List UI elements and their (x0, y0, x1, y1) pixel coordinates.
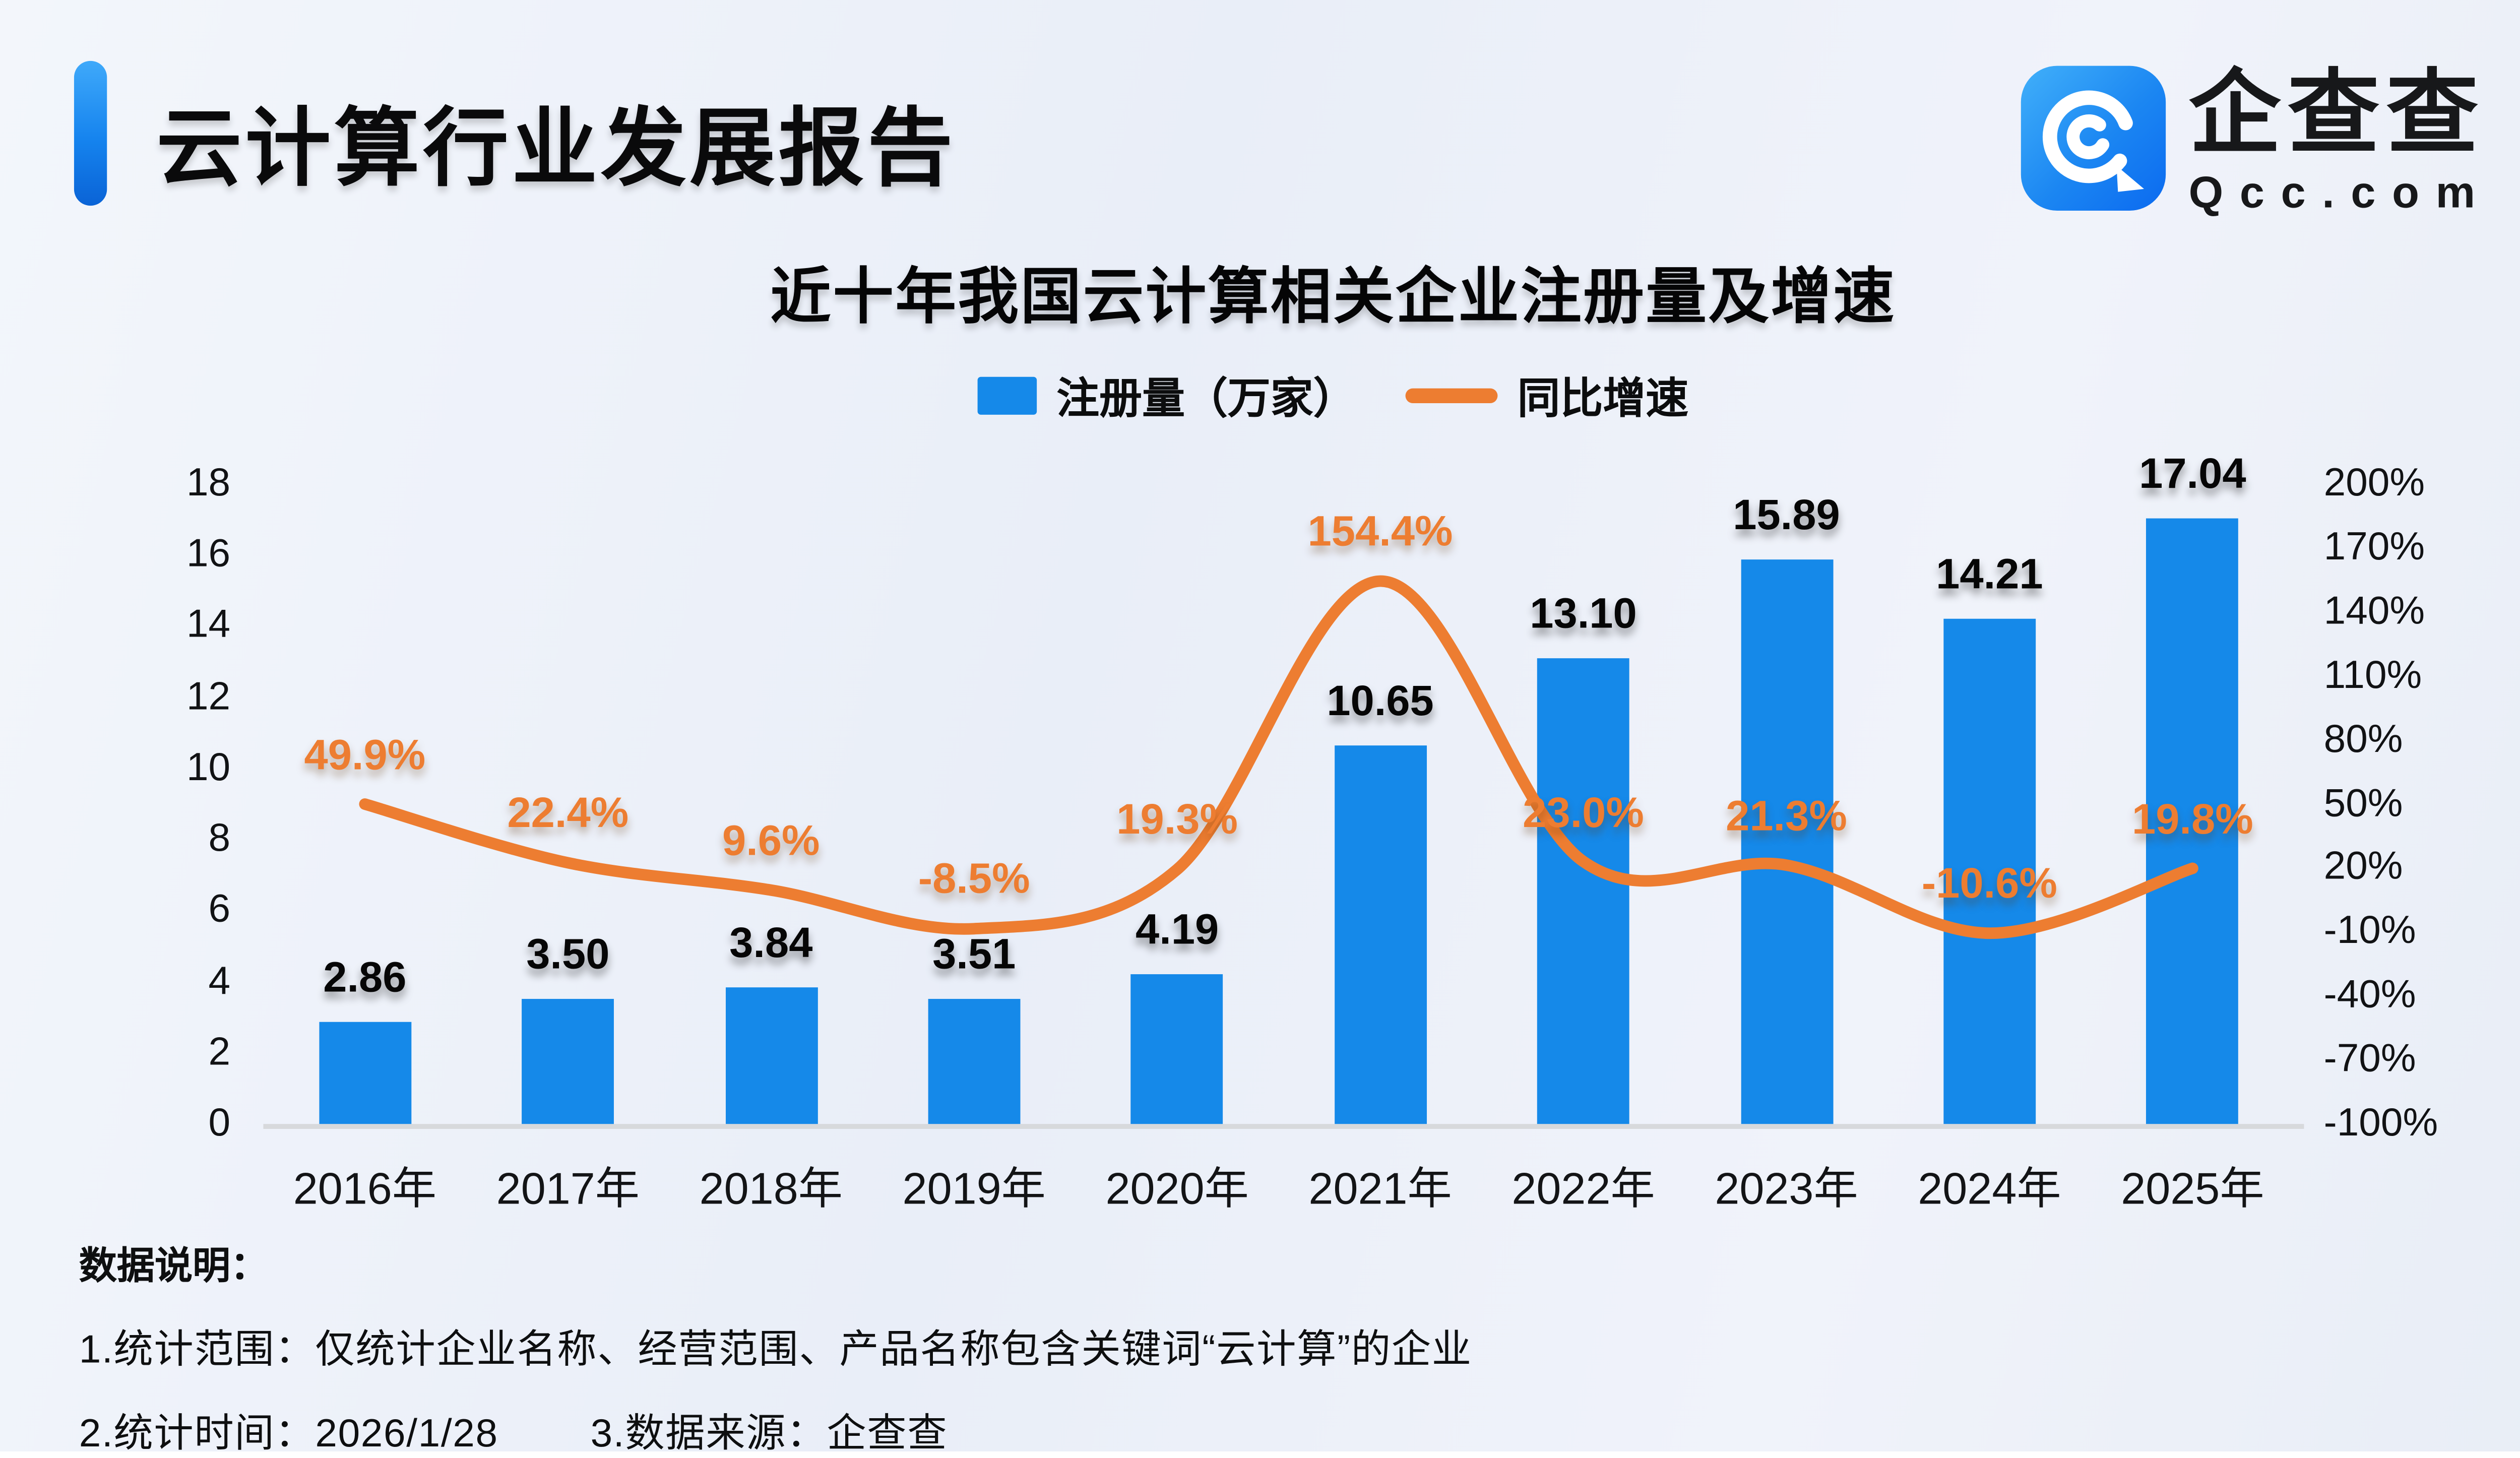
bar-value-label: 13.10 (1530, 588, 1637, 638)
legend-item-growth: 同比增速 (1405, 365, 1689, 426)
left-axis-tick: 0 (208, 1101, 231, 1146)
left-axis-tick: 10 (186, 745, 231, 790)
note-scope: 1.统计范围：仅统计企业名称、经营范围、产品名称包含关键词“云计算”的企业 (79, 1328, 1472, 1373)
bar-2021年 (1334, 745, 1427, 1124)
bar-value-label: 3.51 (932, 929, 1016, 979)
right-axis-tick: 50% (2323, 781, 2403, 826)
legend-line-label: 同比增速 (1517, 373, 1689, 423)
x-axis-tick: 2024年 (1918, 1164, 2061, 1214)
growth-rate-label: 19.8% (2131, 793, 2253, 843)
right-axis-tick: 110% (2323, 653, 2422, 698)
bar-value-label: 14.21 (1936, 548, 2043, 598)
bar-value-label: 3.84 (729, 917, 813, 967)
right-axis-tick: 170% (2323, 525, 2425, 569)
growth-rate-label: 49.9% (304, 729, 426, 779)
logo-brand: 企查查 (2188, 60, 2485, 165)
legend-bar-swatch-icon (977, 376, 1037, 415)
growth-rate-label: 19.3% (1116, 794, 1238, 844)
x-axis-tick: 2018年 (699, 1164, 843, 1214)
qcc-logo-text: 企查查 Qcc.com (2188, 60, 2492, 219)
q-spiral-glyph (2042, 90, 2144, 192)
left-axis-tick: 6 (208, 888, 231, 932)
x-axis-tick: 2021年 (1308, 1164, 1452, 1214)
growth-rate-label: -10.6% (1921, 858, 2057, 908)
right-axis-tick: -70% (2323, 1037, 2416, 1082)
growth-rate-label: 22.4% (507, 788, 629, 838)
right-axis-tick: 200% (2323, 461, 2425, 505)
bar-value-label: 15.89 (1733, 489, 1840, 539)
chart-title: 近十年我国云计算相关企业注册量及增速 (770, 263, 1896, 331)
right-axis-tick: 20% (2323, 845, 2403, 890)
growth-rate-label: 154.4% (1307, 506, 1453, 556)
note-date: 2.统计时间：2026/1/28 (79, 1412, 498, 1456)
growth-rate-label: -8.5% (918, 854, 1030, 904)
x-axis-tick: 2023年 (1715, 1164, 1858, 1214)
bar-2025年 (2146, 518, 2239, 1124)
x-axis-tick: 2022年 (1511, 1164, 1655, 1214)
left-axis-tick: 16 (186, 532, 231, 577)
legend-bar-label: 注册量（万家） (1056, 373, 1356, 423)
growth-rate-label: 21.3% (1726, 790, 1847, 840)
right-axis-tick: 140% (2323, 589, 2425, 633)
note-row: 2.统计时间：2026/1/28 3.数据来源：企查查 (79, 1401, 1472, 1458)
notes-heading: 数据说明： (79, 1244, 269, 1287)
chart-legend: 注册量（万家） 同比增速 (86, 365, 2520, 426)
left-axis-tick: 18 (186, 461, 231, 505)
growth-rate-label: 23.0% (1523, 786, 1644, 836)
left-axis-tick: 12 (186, 674, 231, 719)
right-axis-tick: 80% (2323, 717, 2403, 762)
bar-2017年 (522, 999, 614, 1124)
bar-2019年 (928, 999, 1021, 1124)
qcc-logo: 企查查 Qcc.com (2021, 60, 2492, 219)
title-accent-bar (74, 60, 107, 206)
legend-line-swatch-icon (1405, 388, 1498, 404)
bar-value-label: 17.04 (2139, 448, 2246, 497)
growth-rate-label: 9.6% (722, 815, 820, 865)
bar-value-label: 2.86 (323, 952, 407, 1002)
x-axis-tick: 2020年 (1105, 1164, 1249, 1214)
qcc-logo-icon (2021, 66, 2166, 211)
bar-2020年 (1131, 975, 1224, 1124)
right-axis-tick: -100% (2323, 1101, 2438, 1146)
footer-notes: 数据说明： 1.统计范围：仅统计企业名称、经营范围、产品名称包含关键词“云计算”… (79, 1234, 1472, 1458)
bar-value-label: 10.65 (1327, 675, 1434, 725)
left-axis-tick: 8 (208, 816, 231, 861)
bar-2022年 (1537, 658, 1629, 1124)
legend-item-registrations: 注册量（万家） (977, 365, 1356, 426)
bar-2018年 (725, 987, 817, 1124)
logo-domain: Qcc.com (2188, 168, 2492, 218)
x-axis-tick: 2019年 (902, 1164, 1046, 1214)
bar-2024年 (1943, 618, 2036, 1124)
x-axis-tick: 2025年 (2121, 1164, 2264, 1214)
bar-value-label: 4.19 (1136, 905, 1219, 955)
bar-2016年 (319, 1022, 411, 1124)
x-axis-tick: 2017年 (496, 1164, 640, 1214)
right-axis-tick: -10% (2323, 909, 2416, 954)
note-source: 3.数据来源：企查查 (590, 1412, 948, 1456)
left-axis-tick: 14 (186, 603, 231, 648)
page-title: 云计算行业发展报告 (156, 102, 957, 198)
left-axis-tick: 4 (208, 959, 231, 1003)
growth-rate-path (359, 575, 2198, 939)
bar-value-label: 3.50 (526, 929, 610, 979)
x-axis-line (263, 1124, 2304, 1129)
right-axis-tick: -40% (2323, 973, 2416, 1018)
x-axis-tick: 2016年 (293, 1164, 437, 1214)
bar-2023年 (1740, 558, 1833, 1124)
left-axis-tick: 2 (208, 1030, 231, 1074)
